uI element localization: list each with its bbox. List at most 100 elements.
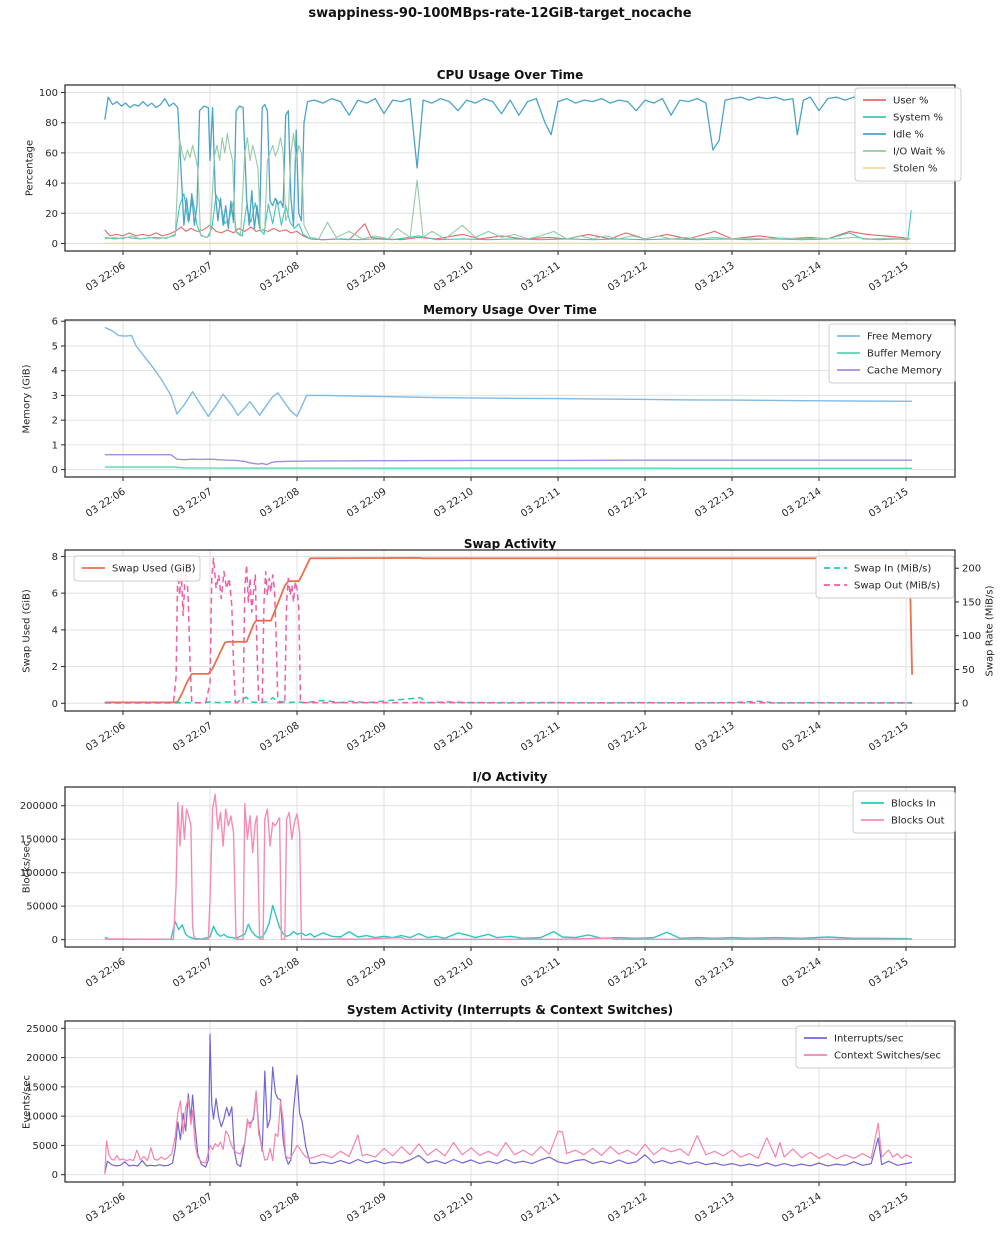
svg-text:10000: 10000 (26, 1112, 58, 1123)
svg-text:03 22:06: 03 22:06 (84, 956, 128, 990)
svg-text:2: 2 (52, 662, 58, 673)
svg-text:4: 4 (52, 366, 58, 377)
svg-text:Context Switches/sec: Context Switches/sec (834, 1051, 941, 1062)
svg-text:Stolen %: Stolen % (893, 164, 937, 175)
svg-text:03 22:14: 03 22:14 (780, 1191, 824, 1225)
svg-text:60: 60 (45, 148, 58, 159)
svg-text:5000: 5000 (33, 1141, 58, 1152)
svg-text:2: 2 (52, 416, 58, 427)
svg-text:150000: 150000 (20, 835, 58, 846)
svg-text:03 22:12: 03 22:12 (606, 486, 650, 520)
svg-text:03 22:12: 03 22:12 (606, 1191, 650, 1225)
svg-text:0: 0 (52, 1170, 58, 1181)
svg-text:03 22:12: 03 22:12 (606, 720, 650, 754)
svg-text:Idle %: Idle % (893, 130, 924, 141)
svg-text:03 22:13: 03 22:13 (693, 720, 737, 754)
svg-text:Free Memory: Free Memory (867, 332, 932, 343)
svg-text:03 22:10: 03 22:10 (432, 486, 476, 520)
svg-text:50: 50 (962, 665, 975, 676)
svg-text:03 22:13: 03 22:13 (693, 956, 737, 990)
svg-text:03 22:08: 03 22:08 (258, 486, 302, 520)
svg-text:20: 20 (45, 209, 58, 220)
svg-text:03 22:14: 03 22:14 (780, 486, 824, 520)
svg-text:1: 1 (52, 440, 58, 451)
svg-text:Interrupts/sec: Interrupts/sec (834, 1034, 903, 1045)
svg-text:0: 0 (52, 935, 58, 946)
svg-text:Cache Memory: Cache Memory (867, 366, 942, 377)
svg-text:03 22:12: 03 22:12 (606, 956, 650, 990)
svg-text:03 22:11: 03 22:11 (519, 720, 563, 754)
svg-text:20000: 20000 (26, 1053, 58, 1064)
svg-text:03 22:15: 03 22:15 (867, 1191, 911, 1225)
svg-text:3: 3 (52, 391, 58, 402)
svg-text:Swap Used (GiB): Swap Used (GiB) (112, 564, 196, 575)
svg-text:0: 0 (52, 239, 58, 250)
svg-text:03 22:15: 03 22:15 (867, 260, 911, 294)
io-chart-title: I/O Activity (472, 770, 548, 784)
svg-text:03 22:10: 03 22:10 (432, 260, 476, 294)
svg-text:03 22:07: 03 22:07 (171, 1191, 215, 1225)
svg-text:40: 40 (45, 179, 58, 190)
svg-text:03 22:15: 03 22:15 (867, 720, 911, 754)
svg-text:100: 100 (962, 631, 981, 642)
svg-text:03 22:08: 03 22:08 (258, 260, 302, 294)
svg-text:03 22:11: 03 22:11 (519, 260, 563, 294)
svg-text:Buffer Memory: Buffer Memory (867, 349, 941, 360)
svg-text:03 22:07: 03 22:07 (171, 260, 215, 294)
svg-text:0: 0 (962, 699, 968, 710)
svg-text:0: 0 (52, 465, 58, 476)
system-chart-title: System Activity (Interrupts & Context Sw… (346, 1003, 674, 1017)
svg-text:03 22:14: 03 22:14 (780, 260, 824, 294)
svg-text:80: 80 (45, 118, 58, 129)
svg-text:03 22:13: 03 22:13 (693, 1191, 737, 1225)
svg-text:03 22:07: 03 22:07 (171, 486, 215, 520)
svg-text:System %: System % (893, 113, 943, 124)
svg-text:03 22:10: 03 22:10 (432, 1191, 476, 1225)
svg-text:03 22:11: 03 22:11 (519, 1191, 563, 1225)
svg-text:03 22:10: 03 22:10 (432, 956, 476, 990)
svg-text:I/O Wait %: I/O Wait % (893, 147, 945, 158)
memory-chart-title: Memory Usage Over Time (423, 303, 597, 317)
svg-text:03 22:09: 03 22:09 (345, 486, 389, 520)
svg-text:150: 150 (962, 597, 981, 608)
svg-text:Swap In (MiB/s): Swap In (MiB/s) (854, 564, 931, 575)
svg-text:03 22:14: 03 22:14 (780, 956, 824, 990)
svg-text:03 22:11: 03 22:11 (519, 486, 563, 520)
svg-text:03 22:08: 03 22:08 (258, 956, 302, 990)
svg-text:03 22:06: 03 22:06 (84, 1191, 128, 1225)
svg-text:Swap Out (MiB/s): Swap Out (MiB/s) (854, 581, 940, 592)
svg-text:03 22:15: 03 22:15 (867, 486, 911, 520)
cpu-chart-title: CPU Usage Over Time (436, 68, 584, 82)
svg-text:03 22:15: 03 22:15 (867, 956, 911, 990)
svg-text:6: 6 (52, 589, 58, 600)
svg-text:8: 8 (52, 552, 58, 563)
svg-text:15000: 15000 (26, 1082, 58, 1093)
svg-text:03 22:09: 03 22:09 (345, 260, 389, 294)
svg-text:5: 5 (52, 341, 58, 352)
figure-suptitle: swappiness-90-100MBps-rate-12GiB-target_… (308, 6, 692, 21)
svg-text:03 22:09: 03 22:09 (345, 720, 389, 754)
svg-text:200: 200 (962, 564, 981, 575)
svg-text:100000: 100000 (20, 868, 58, 879)
svg-text:03 22:08: 03 22:08 (258, 1191, 302, 1225)
svg-text:03 22:12: 03 22:12 (606, 260, 650, 294)
swap-chart-title: Swap Activity (463, 537, 557, 551)
svg-text:03 22:13: 03 22:13 (693, 260, 737, 294)
svg-text:6: 6 (52, 317, 58, 328)
svg-text:200000: 200000 (20, 801, 58, 812)
svg-text:50000: 50000 (26, 902, 58, 913)
svg-text:03 22:07: 03 22:07 (171, 956, 215, 990)
svg-text:4: 4 (52, 625, 58, 636)
svg-text:03 22:06: 03 22:06 (84, 720, 128, 754)
svg-text:03 22:14: 03 22:14 (780, 720, 824, 754)
svg-text:100: 100 (39, 88, 58, 99)
svg-text:Blocks Out: Blocks Out (891, 816, 945, 827)
svg-text:03 22:10: 03 22:10 (432, 720, 476, 754)
svg-text:03 22:09: 03 22:09 (345, 1191, 389, 1225)
svg-text:0: 0 (52, 699, 58, 710)
svg-text:03 22:13: 03 22:13 (693, 486, 737, 520)
svg-text:03 22:08: 03 22:08 (258, 720, 302, 754)
svg-text:03 22:06: 03 22:06 (84, 486, 128, 520)
